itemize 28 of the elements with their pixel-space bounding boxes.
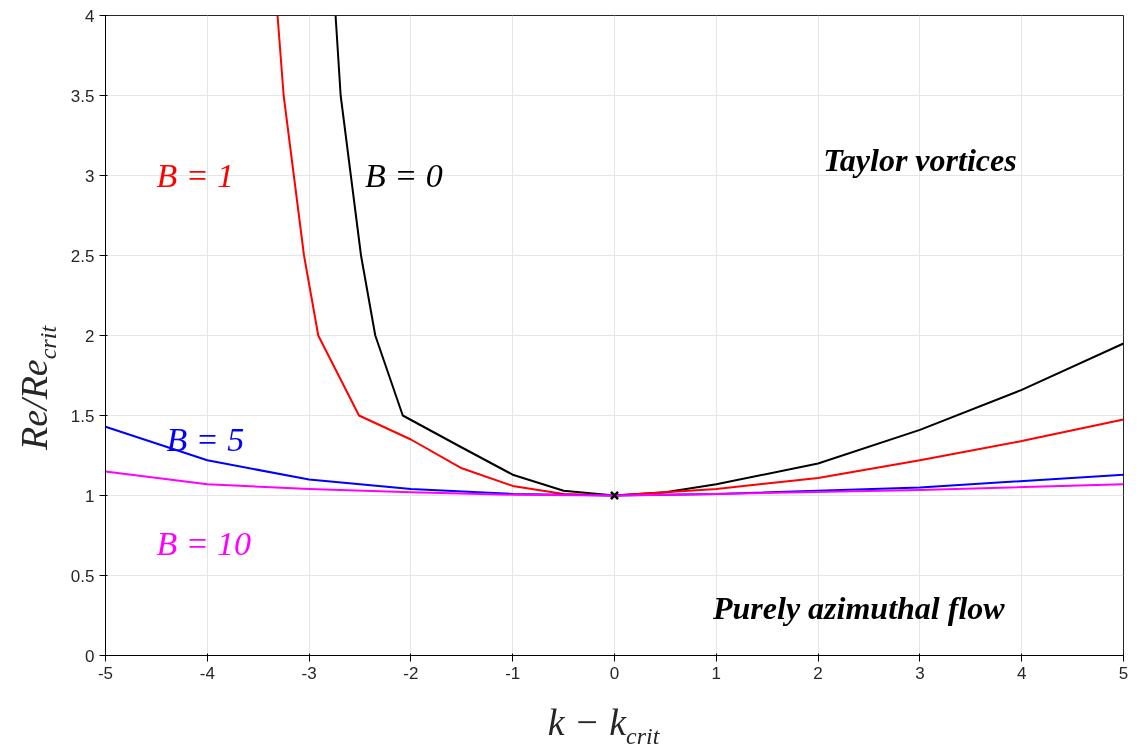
x-tick-label: 4 <box>1016 663 1027 683</box>
annotation: Taylor vortices <box>823 141 1017 178</box>
x-tick-label: 5 <box>1118 663 1129 683</box>
x-tick-label: 3 <box>915 663 925 683</box>
y-tick-label: 4 <box>85 6 95 26</box>
y-tick-label: 0.5 <box>70 566 95 586</box>
x-tick-label: -4 <box>199 663 215 683</box>
y-tick-label: 1.5 <box>70 406 95 426</box>
y-tick-label: 3 <box>85 166 95 186</box>
y-tick-label: 1 <box>85 486 95 506</box>
x-axis-title: k − k$_{crit}$ <box>546 700 661 748</box>
x-tick-label: 2 <box>813 663 823 683</box>
annotation: Purely azimuthal flow <box>712 589 1006 626</box>
x-tick-label: -5 <box>97 663 114 683</box>
line-series <box>105 470 1124 497</box>
x-tick-label: -2 <box>403 663 419 683</box>
y-tick-label: 3.5 <box>70 86 95 106</box>
series-label: B = 5 <box>166 421 245 458</box>
y-tick-label: 2.5 <box>70 246 95 266</box>
x-tick-label: 1 <box>711 663 722 683</box>
x-tick-label: -3 <box>301 663 317 683</box>
series-label: B = 10 <box>156 525 252 562</box>
y-tick-label: 0 <box>85 646 95 666</box>
x-tick-label: 0 <box>609 663 620 683</box>
series-label: B = 0 <box>365 157 443 194</box>
y-tick-label: 2 <box>85 326 95 346</box>
series-label: B = 1 <box>156 157 235 194</box>
x-tick-label: -1 <box>505 663 521 683</box>
